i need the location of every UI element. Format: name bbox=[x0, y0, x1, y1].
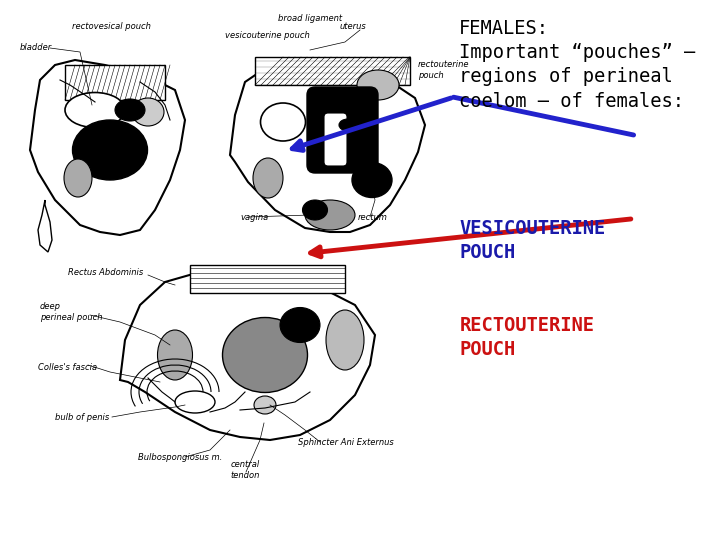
Text: rectovesical pouch: rectovesical pouch bbox=[72, 22, 151, 31]
Ellipse shape bbox=[261, 103, 305, 141]
Text: Sphincter Ani Externus: Sphincter Ani Externus bbox=[298, 438, 394, 447]
Text: broad ligament: broad ligament bbox=[278, 14, 342, 23]
Ellipse shape bbox=[302, 200, 328, 220]
Text: Colles's fascia: Colles's fascia bbox=[38, 363, 97, 372]
Text: Bulbospongiosus m.: Bulbospongiosus m. bbox=[138, 453, 222, 462]
Ellipse shape bbox=[158, 330, 192, 380]
Ellipse shape bbox=[175, 391, 215, 413]
Text: RECTOUTERINE
POUCH: RECTOUTERINE POUCH bbox=[459, 316, 595, 359]
Text: bladder: bladder bbox=[20, 43, 53, 52]
Text: uterus: uterus bbox=[340, 22, 366, 31]
Bar bbox=[255, 57, 410, 85]
Polygon shape bbox=[38, 200, 52, 252]
Text: FEMALES:
Important “pouches” –
regions of perineal
coelom – of females:: FEMALES: Important “pouches” – regions o… bbox=[459, 19, 696, 111]
Bar bbox=[190, 265, 345, 293]
Polygon shape bbox=[120, 270, 375, 440]
Text: bulb of penis: bulb of penis bbox=[55, 413, 109, 422]
Text: Rectus Abdominis: Rectus Abdominis bbox=[68, 268, 143, 277]
Text: rectouterine
pouch: rectouterine pouch bbox=[418, 60, 469, 80]
Text: rectum: rectum bbox=[358, 213, 388, 222]
Ellipse shape bbox=[64, 159, 92, 197]
Text: vesicouterine pouch: vesicouterine pouch bbox=[225, 31, 310, 40]
Ellipse shape bbox=[339, 119, 357, 131]
FancyBboxPatch shape bbox=[65, 65, 165, 100]
FancyBboxPatch shape bbox=[307, 87, 378, 173]
Polygon shape bbox=[230, 60, 425, 232]
Ellipse shape bbox=[357, 70, 399, 100]
Ellipse shape bbox=[73, 120, 148, 180]
Text: VESICOUTERINE
POUCH: VESICOUTERINE POUCH bbox=[459, 219, 606, 262]
Text: central
tendon: central tendon bbox=[230, 460, 260, 480]
FancyBboxPatch shape bbox=[324, 113, 347, 166]
Ellipse shape bbox=[305, 200, 355, 230]
Ellipse shape bbox=[65, 92, 125, 127]
Text: vagina: vagina bbox=[240, 213, 269, 222]
Ellipse shape bbox=[115, 99, 145, 121]
Text: deep
perineal pouch: deep perineal pouch bbox=[40, 302, 102, 322]
Ellipse shape bbox=[254, 396, 276, 414]
Ellipse shape bbox=[132, 98, 164, 126]
Ellipse shape bbox=[222, 318, 307, 393]
Ellipse shape bbox=[326, 310, 364, 370]
Ellipse shape bbox=[352, 163, 392, 198]
Polygon shape bbox=[30, 60, 185, 235]
Ellipse shape bbox=[253, 158, 283, 198]
Ellipse shape bbox=[280, 307, 320, 342]
